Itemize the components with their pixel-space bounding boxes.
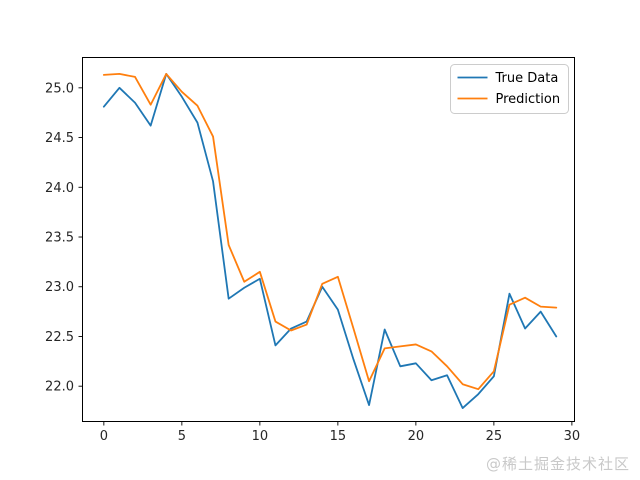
x-tick-label: 10 [252,429,269,444]
series-line-true-data [102,73,558,409]
y-tick-label: 24.0 [45,181,74,196]
y-tick-label: 25.0 [45,81,74,96]
y-axis: 22.0 22.5 23.0 23.5 24.0 24.5 25.0 [45,81,82,395]
x-tick-label: 30 [564,429,581,444]
y-tick-label: 23.5 [45,231,74,246]
y-tick-label: 22.0 [45,380,74,395]
legend: True Data Prediction [450,64,569,114]
watermark: @稀土掘金技术社区 [485,455,630,473]
y-tick-label: 22.5 [45,330,74,345]
x-tick-label: 15 [330,429,347,444]
legend-label-true-data: True Data [495,71,559,86]
series-line-prediction [102,73,558,391]
x-tick-label: 5 [178,429,186,444]
x-tick-label: 20 [408,429,425,444]
y-tick-label: 24.5 [45,131,74,146]
plot-border [82,57,575,422]
y-tick-label: 23.0 [45,280,74,295]
x-tick-label: 0 [100,429,108,444]
legend-label-prediction: Prediction [496,92,561,107]
x-axis: 0 5 10 15 20 25 30 [100,422,580,444]
x-tick-label: 25 [486,429,503,444]
plot-area [82,57,575,422]
